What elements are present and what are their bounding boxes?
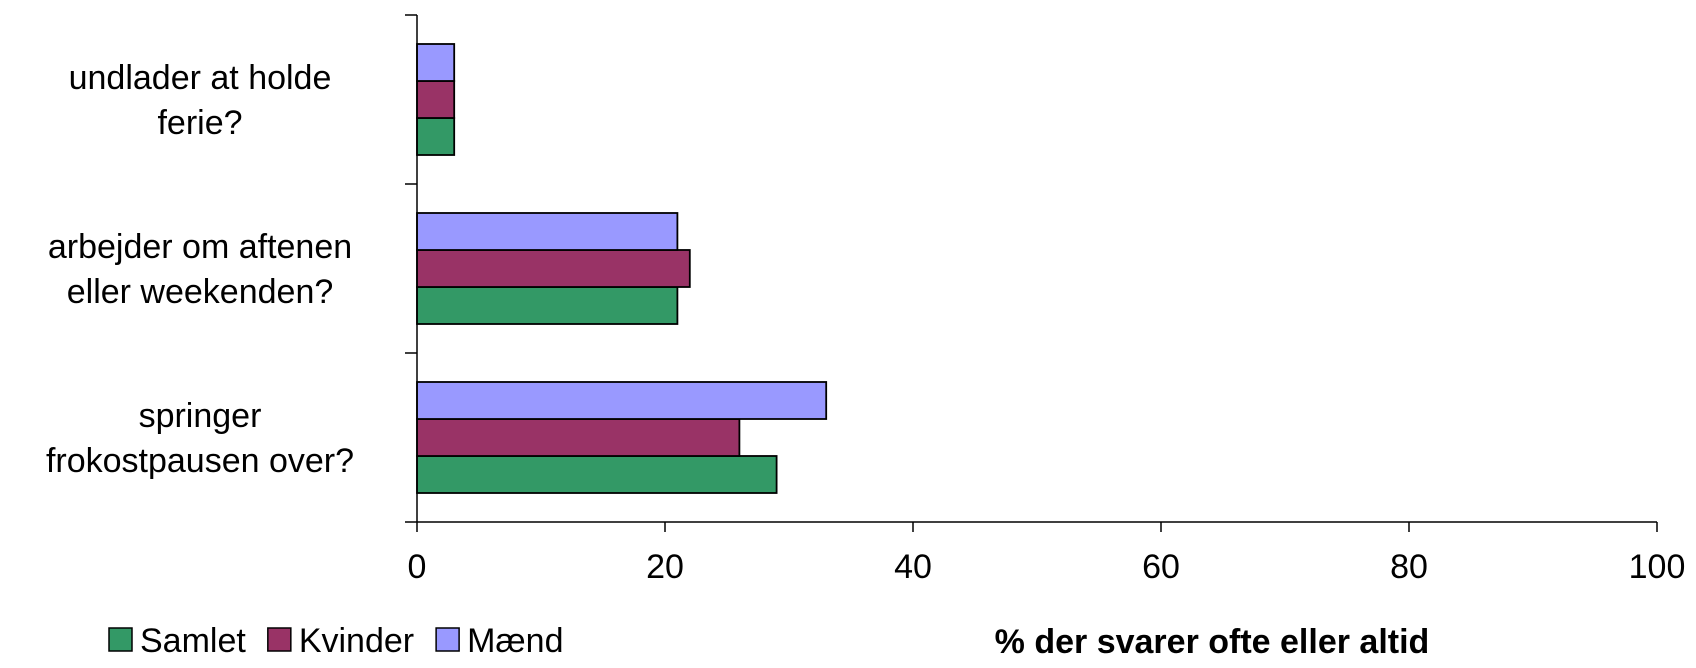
legend: Samlet Kvinder Mænd	[108, 622, 563, 660]
bar-samlet-1	[416, 286, 679, 325]
legend-swatch-kvinder	[267, 627, 292, 652]
x-tick-label: 100	[1629, 548, 1686, 586]
category-label: arbejder om aftenen	[48, 228, 352, 266]
bar-mænd-0	[416, 43, 456, 82]
x-tick-label: 20	[646, 548, 684, 586]
bar-kvinder-1	[416, 249, 691, 288]
bar-kvinder-2	[416, 418, 741, 457]
bar-kvinder-0	[416, 80, 456, 119]
bar-mænd-2	[416, 381, 828, 420]
bar-samlet-2	[416, 455, 778, 494]
category-label: undlader at holde	[69, 59, 332, 97]
x-tick-label: 60	[1142, 548, 1180, 586]
x-tick-label: 40	[894, 548, 932, 586]
legend-label-samlet: Samlet	[140, 622, 246, 660]
bar-mænd-1	[416, 212, 679, 251]
legend-swatch-samlet	[108, 627, 133, 652]
category-label: springer	[139, 397, 262, 435]
bars-layer	[416, 43, 828, 494]
axes-layer: 0 20 40 60 80 100	[405, 14, 1686, 586]
bar-samlet-0	[416, 117, 456, 156]
legend-label-mænd: Mænd	[467, 622, 563, 660]
x-axis-label: % der svarer ofte eller altid	[995, 623, 1430, 661]
legend-label-kvinder: Kvinder	[299, 622, 414, 660]
category-label: frokostpausen over?	[46, 442, 354, 480]
x-tick-label: 80	[1390, 548, 1428, 586]
category-label: eller weekenden?	[67, 273, 334, 311]
category-label: ferie?	[157, 104, 242, 142]
x-tick-label: 0	[408, 548, 427, 586]
labels-layer: undlader at holde ferie? arbejder om aften…	[46, 59, 354, 480]
legend-swatch-mænd	[435, 627, 460, 652]
